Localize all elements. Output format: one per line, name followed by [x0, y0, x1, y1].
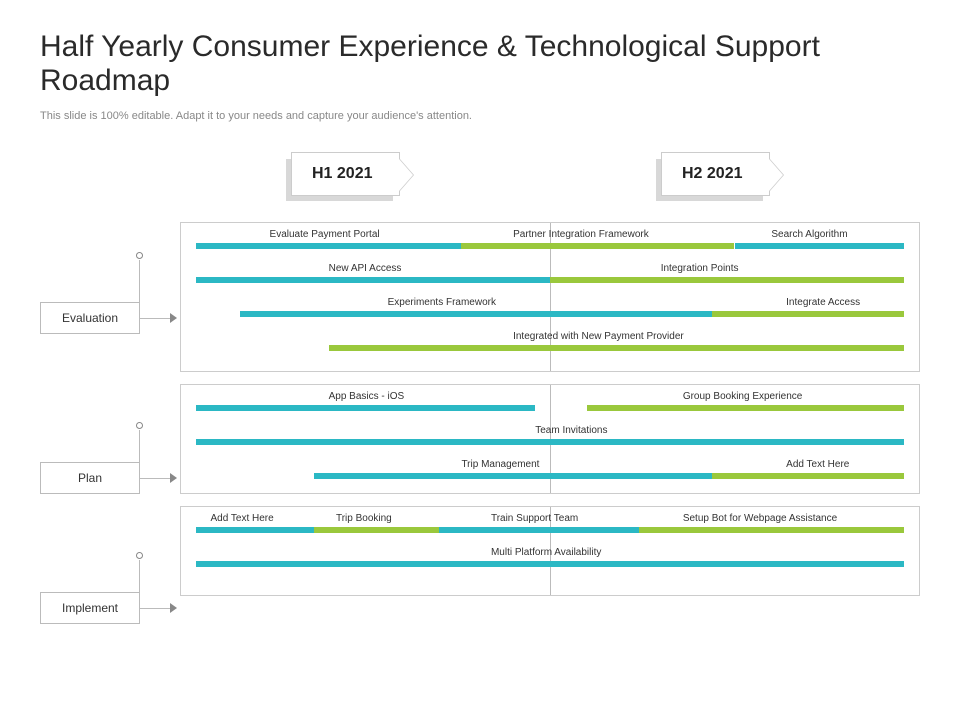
roadmap-bar [735, 243, 905, 249]
bar-label: Integrate Access [786, 297, 860, 308]
bar-row: New API Access Integration Points [181, 263, 919, 291]
bar-row: Integrated with New Payment Provider [181, 331, 919, 359]
bar-row: Team Invitations [181, 425, 919, 453]
roadmap-bar [329, 345, 905, 351]
phase-dot [136, 252, 143, 259]
bar-label: Partner Integration Framework [513, 229, 649, 240]
bar-row: Experiments Framework Integrate Access [181, 297, 919, 325]
bar-label: Add Text Here [786, 459, 849, 470]
phase-label: Implement [40, 592, 140, 624]
bar-label: Trip Management [461, 459, 539, 470]
roadmap-bar [196, 561, 904, 567]
bar-label: Trip Booking [336, 513, 392, 524]
roadmap-bar [196, 243, 462, 249]
roadmap-bar [240, 311, 712, 317]
phase-dot [136, 552, 143, 559]
roadmap-sections: Evaluate Payment Portal Partner Integrati… [180, 222, 920, 596]
roadmap-bar [461, 243, 734, 249]
period-badge: H2 2021 [661, 152, 770, 196]
roadmap-bar [196, 527, 314, 533]
bar-row: Multi Platform Availability [181, 547, 919, 575]
bar-label: Add Text Here [211, 513, 274, 524]
roadmap-bar [712, 311, 904, 317]
bar-label: Experiments Framework [388, 297, 496, 308]
roadmap-content: Evaluation Plan Implement H1 2021 H2 2021 E… [40, 152, 920, 712]
bar-label: Multi Platform Availability [491, 547, 601, 558]
bar-label: Evaluate Payment Portal [270, 229, 380, 240]
roadmap-bar [439, 527, 638, 533]
bar-label: App Basics - iOS [329, 391, 405, 402]
phase-label: Plan [40, 462, 140, 494]
bar-label: Train Support Team [491, 513, 578, 524]
roadmap-section: Evaluate Payment Portal Partner Integrati… [180, 222, 920, 372]
roadmap-section: Add Text Here Trip Booking Train Support T… [180, 506, 920, 596]
slide-title: Half Yearly Consumer Experience & Techno… [40, 30, 920, 98]
bar-label: Setup Bot for Webpage Assistance [683, 513, 837, 524]
roadmap-bar [196, 277, 550, 283]
roadmap-section: App Basics - iOS Group Booking Experience… [180, 384, 920, 494]
phase-dot [136, 422, 143, 429]
roadmap-bar [196, 439, 904, 445]
roadmap-bar [587, 405, 904, 411]
bar-row: Evaluate Payment Portal Partner Integrati… [181, 229, 919, 257]
chart-area: H1 2021 H2 2021 Evaluate Payment Portal Pa… [180, 152, 920, 712]
bar-row: Add Text Here Trip Booking Train Support T… [181, 513, 919, 541]
slide-subtitle: This slide is 100% editable. Adapt it to… [40, 110, 920, 122]
phase-label: Evaluation [40, 302, 140, 334]
bar-row: App Basics - iOS Group Booking Experience [181, 391, 919, 419]
roadmap-bar [314, 527, 439, 533]
bar-label: New API Access [329, 263, 402, 274]
bar-label: Integration Points [661, 263, 739, 274]
bar-label: Group Booking Experience [683, 391, 803, 402]
roadmap-bar [712, 473, 904, 479]
bar-row: Trip Management Add Text Here [181, 459, 919, 487]
roadmap-bar [639, 527, 905, 533]
roadmap-bar [314, 473, 713, 479]
bar-label: Integrated with New Payment Provider [513, 331, 684, 342]
bar-label: Team Invitations [535, 425, 607, 436]
period-badges-row: H1 2021 H2 2021 [180, 152, 920, 222]
bar-label: Search Algorithm [771, 229, 847, 240]
roadmap-bar [550, 277, 904, 283]
roadmap-bar [196, 405, 535, 411]
period-badge: H1 2021 [291, 152, 400, 196]
phase-labels-column: Evaluation Plan Implement [40, 152, 160, 712]
